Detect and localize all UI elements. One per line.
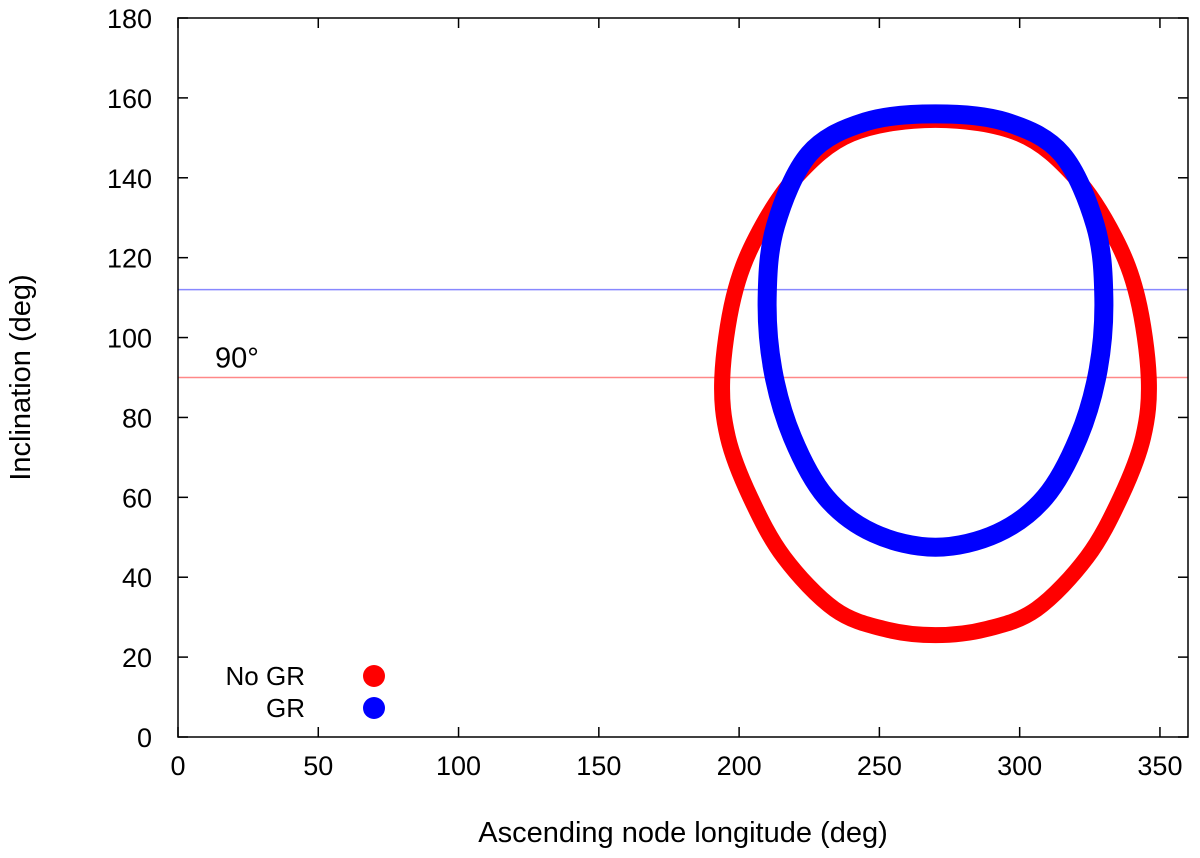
y-tick-label: 40 (122, 563, 152, 593)
series-layer (714, 104, 1157, 644)
x-tick-label: 50 (303, 751, 333, 781)
legend-label-no-gr: No GR (226, 661, 305, 691)
x-tick-label: 200 (717, 751, 762, 781)
x-tick-label: 250 (857, 751, 902, 781)
axis-tick-labels: 0 50 100 150 200 250 300 350 0 20 40 60 80 100 120 140 1… (107, 4, 1183, 781)
reference-lines (178, 288, 1188, 379)
y-tick-label: 120 (107, 244, 152, 274)
legend-label-gr: GR (266, 693, 305, 723)
x-tick-label: 350 (1137, 751, 1182, 781)
y-tick-label: 180 (107, 4, 152, 34)
y-tick-label: 160 (107, 84, 152, 114)
series-no-gr-loop (714, 111, 1157, 644)
annotation-90-degrees: 90° (215, 343, 259, 375)
legend: No GR GR (226, 661, 385, 723)
plot-frame (177, 17, 1189, 738)
y-axis-title: Inclination (deg) (5, 274, 37, 480)
x-tick-label: 100 (436, 751, 481, 781)
legend-marker-no-gr (363, 665, 385, 687)
y-tick-label: 100 (107, 324, 152, 354)
y-tick-label: 20 (122, 643, 152, 673)
y-tick-label: 0 (137, 723, 152, 753)
y-tick-label: 80 (122, 403, 152, 433)
y-tick-label: 60 (122, 483, 152, 513)
x-axis-title: Ascending node longitude (deg) (478, 817, 888, 849)
series-gr-loop (757, 104, 1114, 557)
x-tick-label: 300 (997, 751, 1042, 781)
x-tick-label: 150 (576, 751, 621, 781)
legend-marker-gr (363, 697, 385, 719)
x-tick-label: 0 (170, 751, 185, 781)
y-tick-label: 140 (107, 164, 152, 194)
axis-ticks (177, 17, 1188, 738)
